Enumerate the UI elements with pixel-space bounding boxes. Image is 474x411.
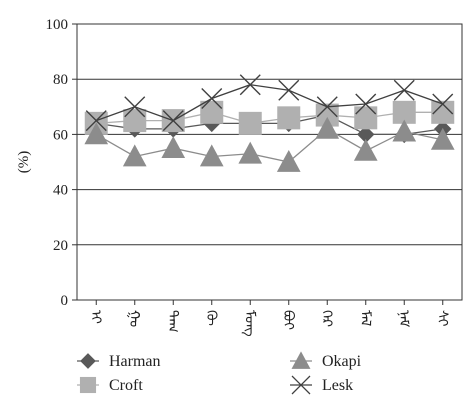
data-point [355,93,377,115]
data-point [85,110,107,132]
data-point [354,106,378,130]
y-tick-label: 40 [53,183,68,199]
legend: Harman Croft Okapi Lesk [77,351,362,395]
data-point [393,79,415,101]
data-point [161,136,186,159]
x-tick-label: ᠡᠢ [87,310,103,324]
series-layer [84,74,455,172]
data-point [124,96,146,118]
y-tick-label: 20 [53,238,68,254]
data-point [277,106,301,130]
data-point [84,122,109,145]
legend-label: Croft [109,377,143,394]
x-tick-label: ᠲᠠᠬ [164,310,180,333]
x-tick-label: ᠭᠣ [126,310,142,327]
legend-label: Lesk [322,377,353,394]
data-point [238,111,262,135]
data-point [162,110,184,132]
data-point [122,144,147,167]
legend-item-harman: Harman [77,353,161,370]
y-axis-title: (%) [16,151,32,174]
data-point [316,96,338,118]
x-tick-label: ᠭᠡᠷ [318,310,334,327]
x-tick-label: ᠰᠢ [434,310,450,327]
legend-marker [291,375,311,395]
y-tick-label: 60 [53,127,68,143]
series-croft [84,100,455,135]
data-point [201,88,223,110]
series-line [96,84,443,122]
x-tick-label: ᠮᠣᠩ [240,310,257,337]
data-point [431,100,455,124]
series-line [95,128,443,163]
y-tick-label: 80 [53,72,68,88]
legend-label: Okapi [322,353,362,370]
data-point [430,127,455,150]
legend-item-lesk: Lesk [290,375,353,395]
series-okapi [84,116,455,172]
y-tick-label: 0 [61,293,69,309]
legend-marker [291,351,311,369]
axes: 0 20 40 60 80 100 (%) ᠡᠢ ᠭᠣ ᠲᠠᠬ ᠬᠦ ᠮᠣᠩ ᠪᠤᠢ ᠭᠡᠷ ᠮᠠᠯ ᠨᠠᠮ ᠰ… [16,17,450,337]
x-tick-label: ᠪᠤᠢ [280,310,296,330]
data-point [123,109,147,133]
data-point [200,100,224,124]
series-line [96,114,443,136]
series-lesk [85,74,454,132]
legend-marker [79,376,97,394]
data-point [238,141,263,164]
data-point [276,149,301,172]
data-point [199,144,224,167]
data-point [392,119,417,142]
x-tick-label: ᠬᠦ [203,310,219,326]
x-tick-label: ᠮᠠᠯ [357,310,373,326]
data-point [432,93,454,115]
data-point [239,74,261,96]
series-line [96,111,443,125]
legend-label: Harman [109,353,161,370]
y-tick-label: 100 [46,17,69,33]
data-point [278,79,300,101]
legend-item-okapi: Okapi [290,351,362,370]
legend-marker [80,353,96,369]
x-tick-label: ᠨᠠᠮ [395,310,411,328]
legend-item-croft: Croft [77,376,143,394]
data-point [315,116,340,139]
data-point [353,138,378,161]
